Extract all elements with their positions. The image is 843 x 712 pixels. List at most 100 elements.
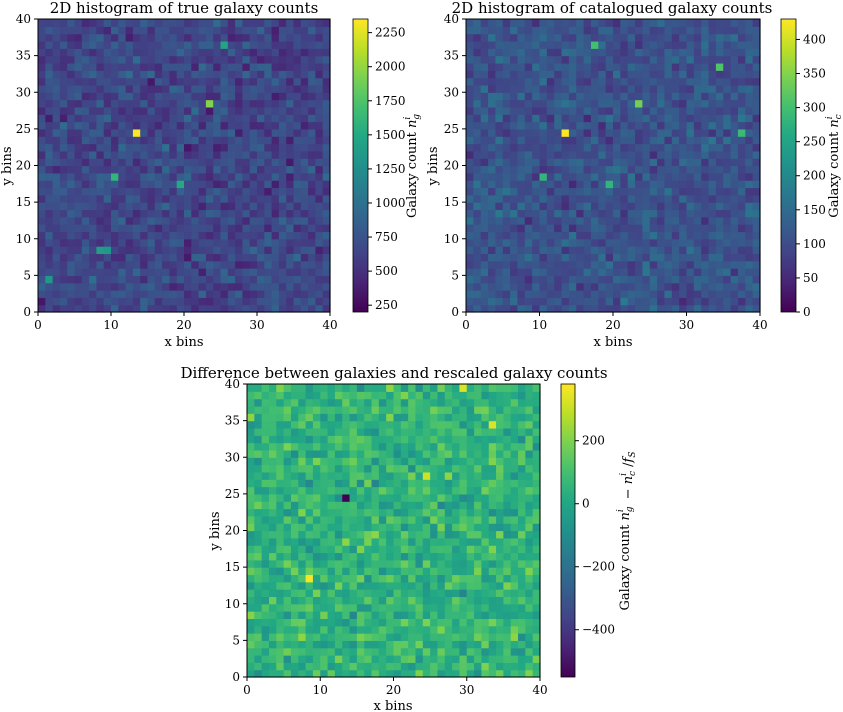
heatmap-cell [247,625,255,634]
heatmap-cell [517,99,526,108]
heatmap-cell [242,158,251,167]
heatmap-cell [283,405,292,414]
heatmap-cell [510,464,519,473]
heatmap-cell [532,464,541,473]
heatmap-cell [737,187,746,196]
heatmap-cell [546,165,555,174]
heatmap-cell [176,290,185,298]
heatmap-cell [474,574,482,583]
heatmap-cell [488,559,497,568]
heatmap-cell [205,26,214,35]
heatmap-cell [268,413,277,422]
heatmap-cell [502,150,511,159]
heatmap-cell [568,282,577,291]
heatmap-cell [320,435,329,444]
heatmap-cell [356,618,365,627]
heatmap-cell [642,304,651,313]
heatmap-cell [271,216,280,225]
heatmap-cell [74,282,83,291]
heatmap-cell [671,253,680,262]
heatmap-cell [613,187,621,196]
heatmap-cell [235,216,243,225]
heatmap-cell [300,77,309,86]
heatmap-cell [422,515,431,524]
heatmap-cell [342,603,351,612]
heatmap-cell [81,19,90,27]
heatmap-cell [664,304,673,313]
heatmap-cell [198,246,207,254]
heatmap-cell [422,552,431,561]
x-tick-label: 20 [605,318,620,332]
y-axis-label: y bins [426,147,441,187]
heatmap-cell [723,238,732,247]
heatmap-cell [466,655,475,663]
heatmap-cell [342,515,351,524]
heatmap-cell [81,121,90,130]
heatmap-cell [393,559,402,568]
heatmap-cell [503,603,512,612]
heatmap-cell [642,84,651,93]
heatmap-cell [679,92,688,101]
heatmap-cell [220,282,229,291]
heatmap-cell [38,106,46,115]
heatmap-cell [576,77,585,86]
heatmap-cell [315,194,324,203]
heatmap-cell [268,611,277,619]
heatmap-cell [349,567,358,576]
heatmap-cell [437,493,446,502]
heatmap-cell [686,187,695,196]
heatmap-cell [59,290,68,298]
heatmap-cell [590,158,599,167]
heatmap-cell [437,427,446,436]
heatmap-cell [67,33,76,42]
heatmap-cell [132,136,141,145]
heatmap-cell [430,471,439,480]
heatmap-cell [598,33,607,42]
heatmap-cell [103,48,112,57]
heatmap-cell [473,246,482,254]
heatmap-cell [67,238,76,247]
heatmap-cell [349,574,358,583]
heatmap-cell [356,457,365,466]
heatmap-cell [300,268,309,276]
heatmap-cell [308,290,316,298]
heatmap-cell [539,158,548,167]
heatmap-cell [642,40,651,49]
heatmap-cell [320,618,329,627]
heatmap-cell [254,391,263,400]
heatmap-cell [422,391,431,400]
heatmap-cell [45,150,54,159]
heatmap-cell [480,260,489,269]
heatmap-cell [162,33,170,42]
heatmap-cell [679,150,688,159]
heatmap-cell [459,567,468,576]
heatmap-cell [664,253,673,262]
heatmap-cell [386,471,395,480]
heatmap-cell [205,275,214,284]
heatmap-cell [598,275,607,284]
heatmap-cell [184,238,192,247]
heatmap-cell [220,231,229,240]
heatmap-cell [278,260,287,269]
heatmap-cell [247,567,255,576]
heatmap-cell [59,275,68,284]
heatmap-cell [708,62,717,71]
heatmap-cell [227,128,236,137]
heatmap-cell [283,471,292,480]
heatmap-cell [198,224,207,233]
heatmap-cell [671,180,680,189]
heatmap-cell [415,391,424,400]
heatmap-cell [205,246,214,254]
heatmap-cell [635,275,643,284]
heatmap-cell [730,114,739,123]
heatmap-cell [657,172,666,181]
heatmap-cell [708,224,717,233]
heatmap-cell [510,662,519,671]
heatmap-cell [605,40,614,49]
heatmap-cell [488,384,497,392]
heatmap-cell [496,655,504,663]
heatmap-cell [227,180,236,189]
heatmap-cell [191,92,200,101]
heatmap-cell [96,209,105,218]
heatmap-cell [74,246,83,254]
